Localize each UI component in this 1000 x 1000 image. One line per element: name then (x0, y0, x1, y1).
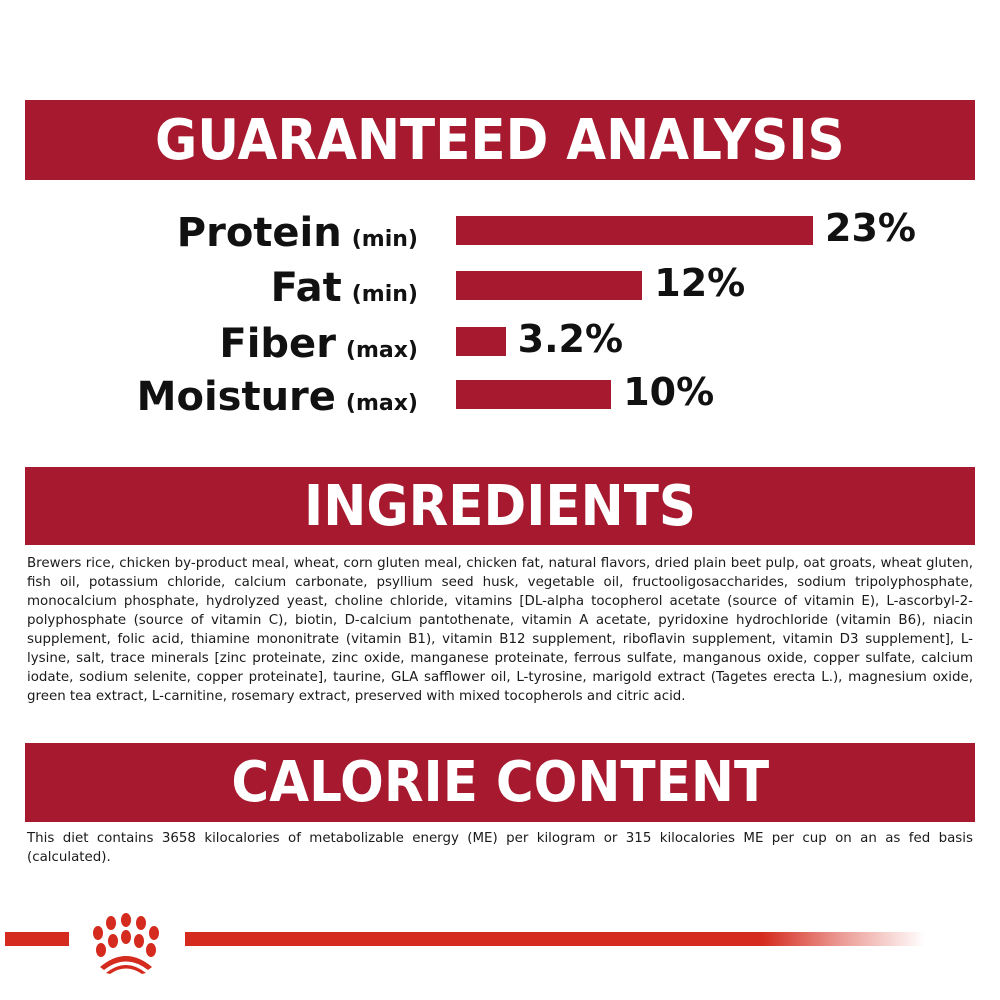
section-title: GUARANTEED ANALYSIS (155, 107, 845, 173)
nutrient-label: Fat (min) (271, 265, 418, 311)
analysis-row-moisture: Moisture (max) 10% (0, 370, 1000, 420)
nutrient-value: 10% (623, 370, 715, 414)
nutrient-bar (456, 271, 643, 300)
calorie-content-text: This diet contains 3658 kilocalories of … (27, 831, 973, 865)
nutrient-label: Moisture (max) (137, 374, 418, 420)
section-title: INGREDIENTS (304, 473, 696, 539)
brand-line-right (185, 932, 925, 946)
nutrient-label: Fiber (max) (219, 321, 418, 367)
nutrient-label: Protein (min) (177, 210, 418, 256)
analysis-row-fat: Fat (min) 12% (0, 261, 1000, 311)
nutrient-bar (456, 380, 612, 409)
analysis-row-protein: Protein (min) 23% (0, 206, 1000, 256)
nutrient-value: 23% (825, 206, 916, 250)
ingredients-text: Brewers rice, chicken by-product meal, w… (27, 556, 973, 704)
nutrient-qualifier: (max) (345, 391, 418, 416)
section-title: CALORIE CONTENT (231, 750, 769, 815)
calorie-content-header: CALORIE CONTENT (25, 743, 975, 822)
nutrient-qualifier: (max) (345, 338, 418, 363)
royal-canin-crown-logo-icon (93, 913, 159, 974)
brand-line-left (5, 932, 69, 946)
nutrient-name: Fat (270, 265, 342, 311)
nutrient-bar (456, 327, 506, 356)
nutrient-bar (456, 216, 813, 245)
nutrient-qualifier: (min) (351, 282, 418, 307)
nutrient-qualifier: (min) (351, 227, 418, 252)
nutrient-value: 3.2% (517, 317, 624, 361)
analysis-row-fiber: Fiber (max) 3.2% (0, 317, 1000, 367)
ingredients-header: INGREDIENTS (25, 467, 975, 545)
guaranteed-analysis-header: GUARANTEED ANALYSIS (25, 100, 975, 180)
nutrient-value: 12% (654, 261, 746, 305)
nutrient-name: Protein (176, 210, 342, 256)
nutrient-name: Moisture (136, 374, 336, 420)
nutrient-name: Fiber (219, 321, 336, 367)
